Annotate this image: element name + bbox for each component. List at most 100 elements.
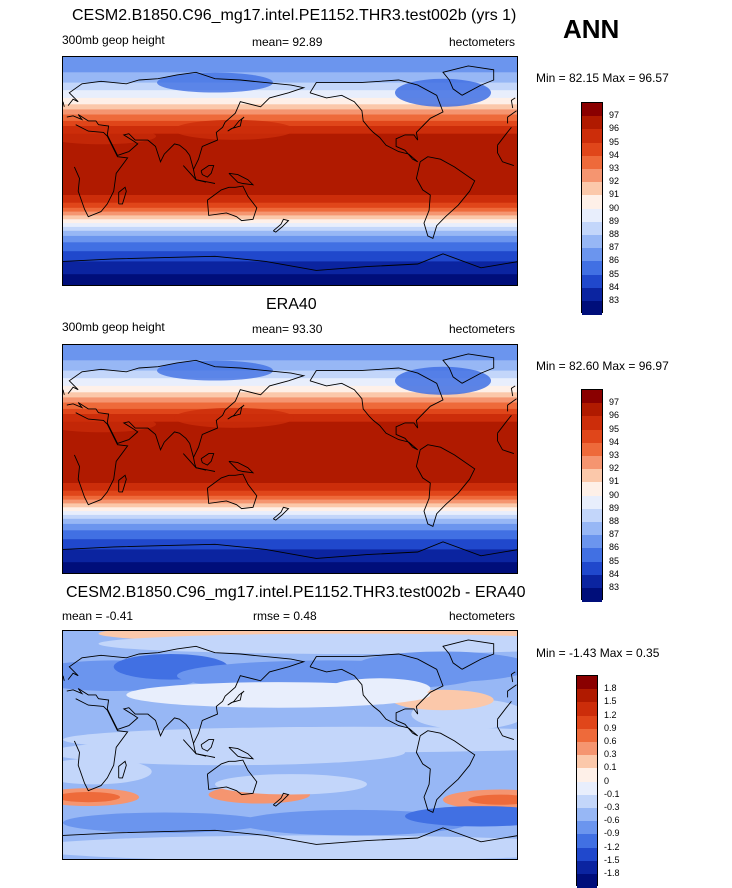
colorbar-swatch — [582, 429, 602, 444]
contour-band — [63, 211, 517, 216]
coastline-south-america — [415, 444, 476, 528]
colorbar-tick-label: 0.1 — [604, 762, 617, 773]
colorbar-swatch — [582, 129, 602, 144]
panel2-units-label: hectometers — [449, 322, 516, 336]
colorbar-tick-label: 96 — [609, 410, 620, 421]
coastline-north-america — [309, 653, 444, 737]
colorbar-tick-label: 90 — [609, 489, 620, 500]
colorbar-swatch — [582, 469, 602, 483]
coastline-europe-asia — [507, 110, 517, 124]
colorbar-swatch — [582, 182, 602, 196]
contour-trough — [157, 360, 273, 381]
colorbar-swatch — [577, 821, 597, 835]
coastline-south-america — [415, 156, 476, 240]
contour-band — [63, 82, 517, 91]
contour-band — [63, 385, 517, 393]
colorbar-tick-label: 88 — [609, 516, 620, 526]
coastline-japan — [227, 404, 245, 420]
coastlines — [63, 65, 517, 271]
panel3-map-plot — [63, 631, 517, 859]
contour-band — [63, 518, 517, 525]
colorbar-tick-label: 84 — [609, 281, 620, 292]
colorbar-tick-label: -1.5 — [604, 854, 620, 865]
coastline-australia — [206, 759, 258, 796]
coastline-africa — [497, 145, 515, 167]
coastline-europe-asia — [66, 71, 306, 171]
panel1-mean-label: mean= 92.89 — [252, 35, 323, 49]
colorbar-box — [581, 102, 603, 315]
colorbar-swatch — [582, 116, 602, 130]
colorbar-swatch — [577, 847, 597, 862]
contour-band — [63, 120, 517, 127]
coastline-borneo — [200, 453, 215, 466]
contour-band — [63, 104, 517, 110]
coastline-borneo — [200, 739, 215, 752]
coastline-africa — [497, 433, 515, 455]
panel3-minmax: Min = -1.43 Max = 0.35 — [536, 646, 660, 660]
contour-band — [63, 202, 517, 209]
panel1-map — [62, 56, 518, 286]
coastline-europe-asia — [66, 359, 306, 459]
colorbar-swatch — [582, 287, 602, 302]
coastline-australia — [206, 473, 258, 510]
coastline-africa — [497, 127, 512, 146]
coastline-europe-asia — [507, 398, 517, 412]
colorbar-tick-label: -1.2 — [604, 841, 620, 852]
contour-band — [63, 507, 517, 512]
colorbar-box — [576, 675, 598, 888]
colorbar-swatch — [577, 834, 597, 849]
colorbar-swatch — [582, 261, 602, 276]
coastline-north-america — [309, 79, 444, 163]
panel3-rmse-label: rmse = 0.48 — [253, 609, 317, 623]
coastline-north-america — [309, 367, 444, 451]
panel2-mean-label: mean= 93.30 — [252, 322, 323, 336]
colorbar-tick-label: 97 — [609, 397, 620, 408]
colorbar-swatch — [577, 781, 597, 796]
contour-band — [63, 223, 517, 228]
colorbar-tick-label: 95 — [609, 423, 620, 434]
colorbar-swatch — [582, 574, 602, 589]
colorbar-swatch — [577, 702, 597, 717]
colorbar-tick-label: 94 — [609, 149, 620, 160]
colorbar-swatch — [582, 208, 602, 223]
coastline-japan — [227, 116, 245, 132]
colorbar-swatch — [582, 274, 602, 289]
contour-band — [63, 495, 517, 501]
coastline-africa — [497, 719, 515, 741]
colorbar-tick-label: 86 — [609, 542, 620, 553]
colorbar-tick-label: 97 — [609, 110, 620, 121]
colorbar-swatch — [577, 860, 597, 875]
panel2-map-plot — [63, 345, 517, 573]
contour-band — [63, 235, 517, 243]
coastlines — [63, 639, 517, 845]
coastline-antarctica — [63, 253, 517, 271]
coastline-nz — [273, 506, 290, 521]
field-layer — [63, 631, 517, 859]
contour-band — [63, 421, 517, 484]
colorbar-swatch — [582, 169, 602, 183]
contour-band — [63, 274, 517, 285]
colorbar-tick-label: 91 — [609, 189, 620, 200]
panel1-variable-label: 300mb geop height — [62, 33, 165, 47]
colorbar-swatch — [577, 742, 597, 756]
panel1-map-plot — [63, 57, 517, 285]
colorbar-swatch — [582, 221, 602, 236]
contour-ridge — [174, 407, 294, 428]
colorbar-swatch — [577, 715, 597, 730]
panel1-minmax: Min = 82.15 Max = 96.57 — [536, 71, 669, 85]
colorbar-swatch — [577, 676, 597, 690]
coastline-indonesia — [182, 165, 216, 184]
field-layer — [63, 345, 517, 573]
contour-band — [63, 57, 517, 73]
coastlines — [63, 353, 517, 559]
coastline-new-guinea — [228, 172, 255, 186]
contour-band — [63, 408, 517, 415]
colorbar-swatch — [582, 142, 602, 157]
contour-band — [63, 360, 517, 372]
coastline-borneo — [200, 165, 215, 178]
colorbar-tick-label: 94 — [609, 436, 620, 447]
contour-band — [63, 72, 517, 84]
coastline-madagascar — [118, 760, 127, 779]
coastline-south-america — [415, 730, 476, 814]
colorbar-tick-label: 91 — [609, 476, 620, 487]
